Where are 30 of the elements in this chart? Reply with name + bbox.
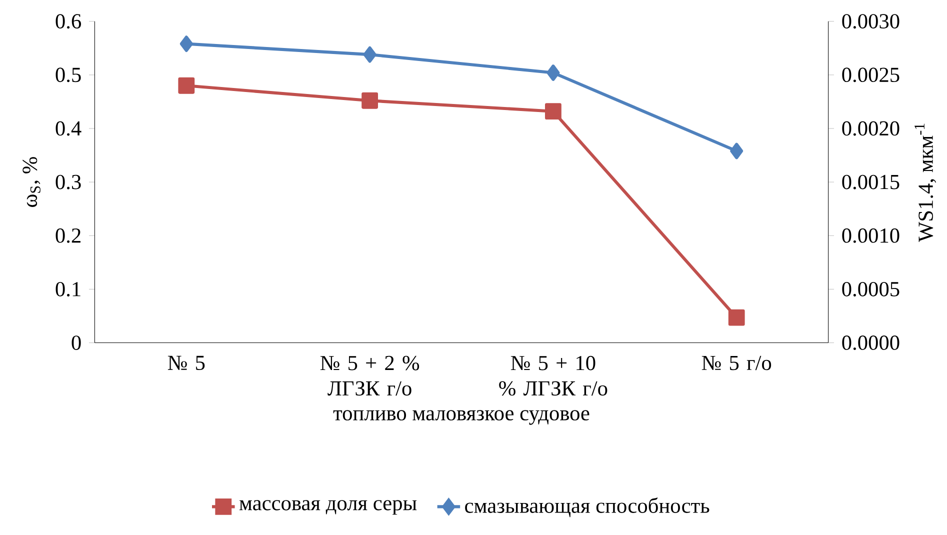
point xyxy=(363,46,376,63)
y2-tick-label: 0.0005 xyxy=(842,282,900,297)
y-tick-label: 0 xyxy=(72,336,81,350)
point xyxy=(180,36,193,52)
y2-tick-label: 0.0010 xyxy=(842,228,900,243)
point xyxy=(544,103,562,120)
point xyxy=(362,92,378,109)
y2-tick-label: 0.0030 xyxy=(842,14,900,29)
point xyxy=(728,309,745,326)
legend-label: смазывающая способность xyxy=(465,498,710,518)
point xyxy=(546,64,560,82)
y-tick-label: 0.4 xyxy=(56,121,82,136)
x-tick-label: № 5 xyxy=(168,356,205,370)
x-axis-title: топливо маловязкое судовое xyxy=(333,410,590,425)
y2-tick-label: 0.0015 xyxy=(842,174,900,190)
y2-tick-label: 0.0000 xyxy=(842,336,900,350)
y2-axis-title: WS1.4, мкм$^{-1}$ xyxy=(914,124,936,242)
y2-tick-label: 0.0025 xyxy=(842,68,900,82)
y-tick-label: 0.1 xyxy=(56,282,80,297)
y-tick-label: 0.6 xyxy=(56,14,82,29)
x-tick-label: № 5 г/о xyxy=(702,356,772,370)
y-tick-label: 0.3 xyxy=(56,174,81,190)
y-tick-label: 0.5 xyxy=(56,68,81,82)
x-tick-label: № 5 + 10 % ЛГЗК г/о xyxy=(499,356,608,396)
point xyxy=(178,78,195,94)
y-tick-label: 0.2 xyxy=(56,228,80,243)
legend-label: массовая доля серы xyxy=(239,500,417,515)
y-axis-title: ω$_{S}$, % xyxy=(22,157,40,208)
y2-tick-label: 0.0020 xyxy=(842,121,900,136)
point xyxy=(730,142,744,160)
